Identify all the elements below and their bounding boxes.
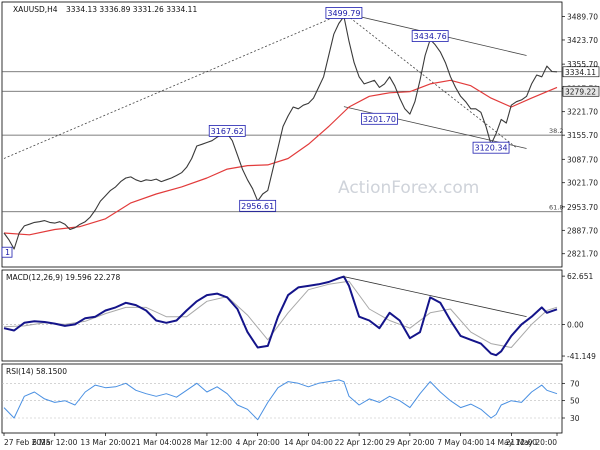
ohlc-label: 3334.13 3336.89 3331.26 3334.11: [66, 5, 197, 14]
price-ytick-label: 3087.70: [567, 155, 598, 164]
macd-ytick-label: 0.00: [567, 320, 584, 329]
annotation-4: 3120.34: [472, 141, 510, 154]
xtick-label: 4 Apr 20:00: [236, 438, 280, 447]
macd-signal-line: [3, 280, 558, 348]
annotation-text: 3201.70: [363, 115, 396, 124]
price-ytick-label: 2887.70: [567, 226, 598, 235]
annotation-text: 3434.76: [414, 32, 447, 41]
current-ma-box: [562, 85, 600, 97]
macd-line: [3, 275, 558, 357]
annotation-box: [208, 125, 246, 137]
price-ytick-label: 2821.70: [567, 250, 598, 259]
xtick-label: 7 May 04:00: [437, 438, 484, 447]
current-ma-text: 3279.22: [565, 87, 596, 96]
symbol-label: XAUUSD,H4: [13, 5, 58, 14]
price-ytick-label: 3489.70: [567, 13, 598, 22]
annotation-text: 3167.62: [211, 127, 244, 136]
macd-title: MACD(12,26,9) 19.596 22.278: [6, 273, 120, 282]
annotation-box: [411, 30, 449, 42]
rsi-panel: [1, 363, 563, 434]
price-panel: [1, 1, 563, 268]
price-line: [3, 15, 558, 250]
price-ytick-label: 3355.70: [567, 60, 598, 69]
macd-panel: [1, 269, 563, 362]
annotation-text: 2956.61: [241, 202, 274, 211]
current-price-text: 3334.11: [565, 68, 596, 77]
xtick-label: 29 Apr 20:00: [385, 438, 434, 447]
price-ytick-label: 3021.70: [567, 179, 598, 188]
annotation-0: 3499.79: [325, 7, 363, 19]
xtick-label: 27 Feb 2025: [4, 438, 51, 447]
annotation-5: 2956.61: [239, 199, 277, 212]
annotation-text: 3120.34: [474, 144, 507, 153]
xtick-label: 13 Mar 20:00: [80, 438, 130, 447]
xtick-label: 14 May 12:00: [486, 438, 538, 447]
annotation-box: [1, 246, 13, 258]
price-ytick-label: 3221.70: [567, 108, 598, 117]
price-trendline-0: [3, 12, 345, 159]
rsi-ytick-label: 30: [570, 414, 580, 423]
ma-line: [3, 79, 558, 236]
watermark: ActionForex.com: [338, 178, 479, 198]
xtick-label: 22 Apr 12:00: [335, 438, 384, 447]
rsi-title: RSI(14) 58.1500: [6, 367, 67, 376]
xtick-label: 6 Mar 12:00: [32, 438, 78, 447]
annotation-text: 1: [5, 248, 10, 257]
xtick-label: 28 Mar 12:00: [182, 438, 232, 447]
annotation-text: 3499.79: [327, 9, 360, 18]
annotation-1: 3434.76: [411, 30, 449, 42]
annotation-box: [239, 199, 277, 212]
price-ytick-label: 3155.70: [567, 131, 598, 140]
xtick-label: 21 Mar 04:00: [131, 438, 181, 447]
annotation-truncated: 1: [1, 246, 13, 258]
xtick-label: 21 May 20:00: [506, 438, 558, 447]
fib-label-1: 61.8: [549, 204, 563, 212]
rsi-ytick-label: 70: [570, 379, 580, 388]
annotation-3: 3201.70: [361, 112, 398, 125]
rsi-line: [3, 379, 558, 421]
price-trendline-1: [343, 12, 517, 149]
fib-label-0: 38.2: [549, 127, 563, 135]
rsi-ytick-label: 50: [570, 397, 580, 406]
current-price-box: [562, 66, 600, 78]
price-ytick-label: 2953.70: [567, 203, 598, 212]
price-ytick-label: 3423.70: [567, 36, 598, 45]
xtick-label: 14 Apr 04:00: [284, 438, 333, 447]
macd-trendline: [343, 276, 527, 318]
macd-ytick-label: -41.149: [567, 352, 596, 361]
annotation-box: [361, 112, 398, 125]
annotation-box: [472, 141, 510, 154]
macd-ytick-label: 62.651: [567, 272, 593, 281]
annotation-box: [325, 7, 363, 19]
annotation-2: 3167.62: [208, 125, 246, 137]
